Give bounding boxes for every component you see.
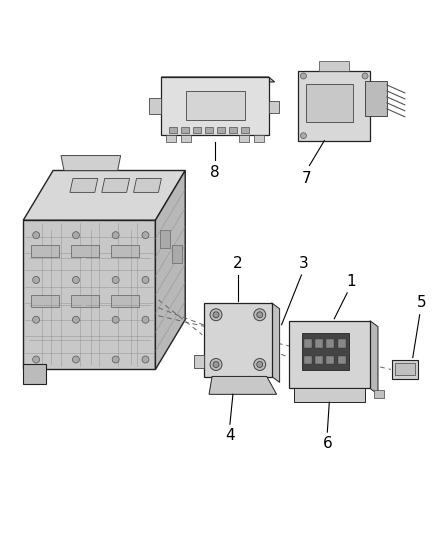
Bar bbox=[338, 356, 346, 365]
Text: 5: 5 bbox=[417, 295, 427, 310]
Bar bbox=[181, 135, 191, 142]
Polygon shape bbox=[272, 303, 279, 382]
Circle shape bbox=[213, 312, 219, 318]
Bar bbox=[205, 127, 213, 133]
Polygon shape bbox=[134, 179, 161, 192]
Bar bbox=[229, 127, 237, 133]
Text: 2: 2 bbox=[233, 256, 243, 271]
Bar bbox=[161, 77, 268, 135]
Circle shape bbox=[72, 356, 79, 363]
Bar bbox=[111, 245, 138, 257]
Bar bbox=[160, 230, 170, 248]
Circle shape bbox=[213, 361, 219, 367]
Polygon shape bbox=[102, 179, 130, 192]
Bar bbox=[338, 339, 346, 348]
Circle shape bbox=[72, 316, 79, 323]
Bar bbox=[111, 295, 138, 307]
Circle shape bbox=[112, 277, 119, 284]
Bar bbox=[315, 339, 323, 348]
Text: 8: 8 bbox=[210, 165, 220, 180]
Polygon shape bbox=[23, 171, 185, 220]
Bar bbox=[319, 61, 349, 71]
Bar bbox=[170, 127, 177, 133]
Text: 3: 3 bbox=[299, 256, 308, 271]
Bar bbox=[217, 127, 225, 133]
Bar bbox=[186, 92, 244, 120]
Bar bbox=[392, 360, 418, 379]
Circle shape bbox=[33, 232, 40, 239]
Text: 6: 6 bbox=[322, 436, 332, 451]
Bar bbox=[31, 245, 59, 257]
Polygon shape bbox=[209, 376, 277, 394]
Bar bbox=[315, 356, 323, 365]
Circle shape bbox=[210, 309, 222, 321]
Bar bbox=[289, 321, 370, 389]
Text: 7: 7 bbox=[302, 171, 311, 185]
Bar bbox=[365, 81, 387, 116]
Bar bbox=[193, 127, 201, 133]
Circle shape bbox=[72, 232, 79, 239]
Bar bbox=[241, 127, 249, 133]
Circle shape bbox=[254, 309, 266, 321]
Circle shape bbox=[362, 73, 368, 79]
Bar bbox=[326, 356, 334, 365]
Bar bbox=[302, 333, 349, 370]
Polygon shape bbox=[70, 179, 98, 192]
Bar bbox=[304, 339, 311, 348]
Bar bbox=[298, 71, 370, 141]
Polygon shape bbox=[155, 171, 185, 369]
Bar bbox=[326, 339, 334, 348]
Circle shape bbox=[300, 73, 307, 79]
Text: 4: 4 bbox=[225, 428, 235, 443]
Bar bbox=[71, 295, 99, 307]
Bar bbox=[181, 127, 189, 133]
Bar bbox=[239, 135, 249, 142]
Bar bbox=[293, 389, 365, 402]
Polygon shape bbox=[61, 156, 120, 171]
Polygon shape bbox=[161, 77, 275, 82]
Circle shape bbox=[257, 361, 263, 367]
Bar bbox=[194, 354, 204, 368]
Bar bbox=[395, 364, 415, 375]
Bar bbox=[149, 98, 161, 114]
Bar bbox=[71, 245, 99, 257]
Circle shape bbox=[33, 277, 40, 284]
Bar bbox=[254, 135, 264, 142]
Bar bbox=[166, 135, 176, 142]
Bar bbox=[306, 84, 353, 122]
Bar bbox=[31, 295, 59, 307]
Circle shape bbox=[210, 359, 222, 370]
Circle shape bbox=[142, 277, 149, 284]
Circle shape bbox=[142, 356, 149, 363]
Bar bbox=[268, 101, 279, 113]
Bar bbox=[204, 303, 272, 377]
Circle shape bbox=[257, 312, 263, 318]
Circle shape bbox=[142, 316, 149, 323]
Bar bbox=[172, 245, 182, 263]
Circle shape bbox=[112, 316, 119, 323]
Polygon shape bbox=[370, 321, 378, 394]
Polygon shape bbox=[23, 220, 155, 369]
Circle shape bbox=[112, 232, 119, 239]
Text: 1: 1 bbox=[346, 274, 356, 289]
Circle shape bbox=[33, 316, 40, 323]
Circle shape bbox=[72, 277, 79, 284]
Circle shape bbox=[254, 359, 266, 370]
Bar bbox=[374, 390, 384, 398]
Circle shape bbox=[300, 133, 307, 139]
Circle shape bbox=[112, 356, 119, 363]
Circle shape bbox=[33, 356, 40, 363]
Polygon shape bbox=[23, 365, 46, 384]
Circle shape bbox=[142, 232, 149, 239]
Bar bbox=[304, 356, 311, 365]
